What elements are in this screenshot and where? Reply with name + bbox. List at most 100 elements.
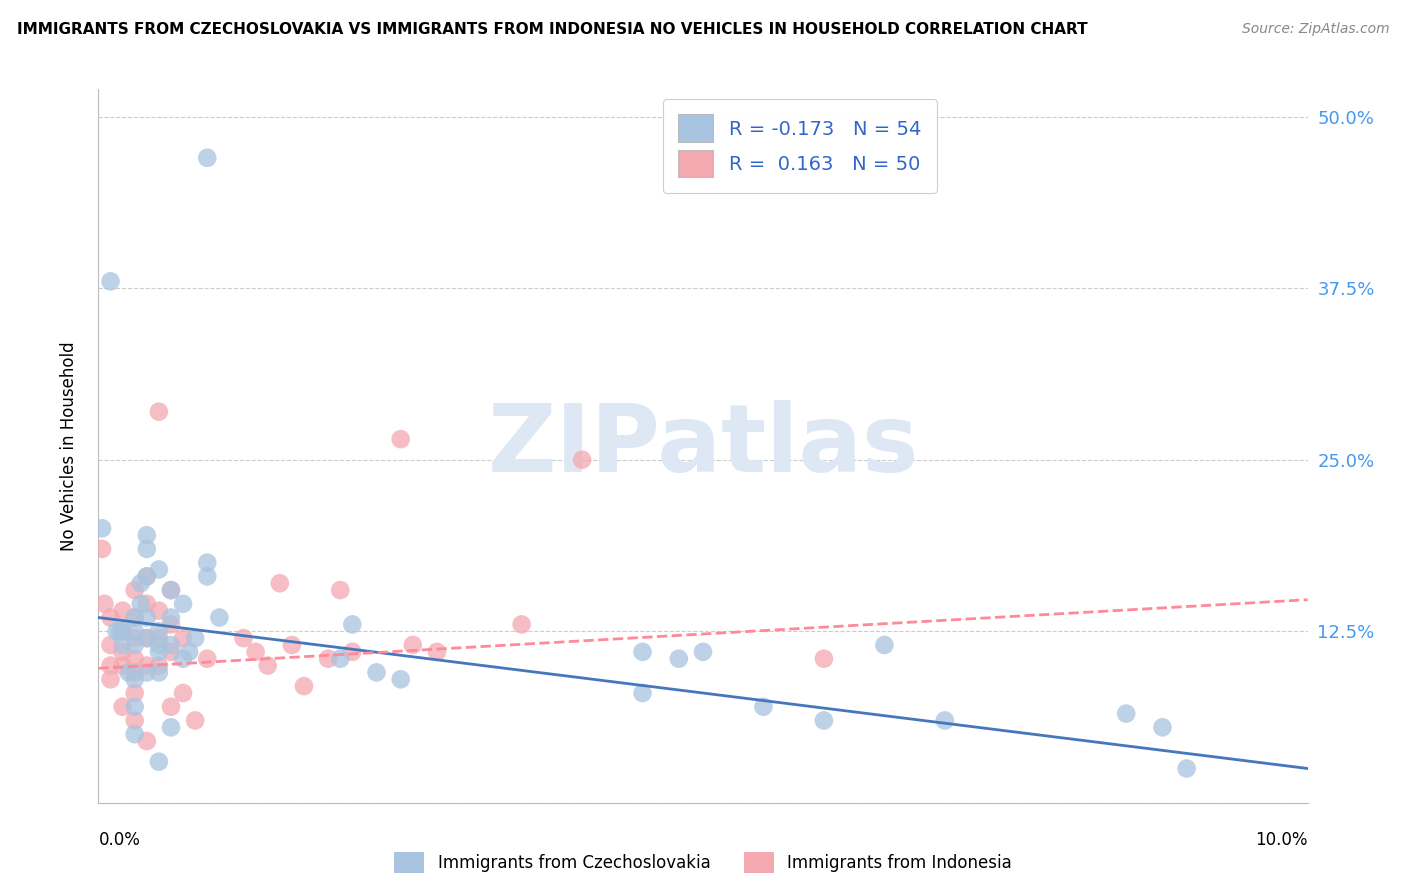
Point — [135, 658, 157, 673]
Point — [184, 714, 207, 728]
Point — [111, 658, 134, 673]
Point — [160, 645, 183, 659]
Text: Source: ZipAtlas.com: Source: ZipAtlas.com — [1241, 22, 1389, 37]
Point — [124, 686, 146, 700]
Point — [631, 645, 654, 659]
Point — [124, 651, 146, 665]
Point — [668, 651, 690, 665]
Point — [118, 665, 141, 680]
Point — [100, 274, 122, 288]
Point — [342, 617, 364, 632]
Point — [160, 617, 183, 632]
Point — [160, 610, 183, 624]
Point — [692, 645, 714, 659]
Text: ZIPatlas: ZIPatlas — [488, 400, 918, 492]
Point — [93, 597, 115, 611]
Point — [124, 624, 146, 639]
Point — [111, 645, 134, 659]
Point — [934, 714, 956, 728]
Point — [208, 610, 231, 624]
Point — [160, 699, 183, 714]
Point — [111, 624, 134, 639]
Point — [813, 714, 835, 728]
Point — [873, 638, 896, 652]
Point — [269, 576, 291, 591]
Point — [245, 645, 267, 659]
Text: 0.0%: 0.0% — [98, 831, 141, 849]
Point — [100, 658, 122, 673]
Point — [510, 617, 533, 632]
Point — [105, 624, 128, 639]
Point — [124, 631, 146, 645]
Point — [172, 651, 194, 665]
Point — [571, 452, 593, 467]
Point — [1175, 762, 1198, 776]
Point — [135, 528, 157, 542]
Point — [148, 405, 170, 419]
Point — [195, 556, 218, 570]
Point — [100, 610, 122, 624]
Point — [281, 638, 304, 652]
Point — [1115, 706, 1137, 721]
Point — [135, 610, 157, 624]
Point — [124, 610, 146, 624]
Point — [172, 631, 194, 645]
Point — [366, 665, 388, 680]
Point — [148, 631, 170, 645]
Point — [342, 645, 364, 659]
Point — [292, 679, 315, 693]
Point — [195, 151, 218, 165]
Point — [135, 631, 157, 645]
Point — [135, 734, 157, 748]
Point — [135, 569, 157, 583]
Y-axis label: No Vehicles in Household: No Vehicles in Household — [59, 341, 77, 551]
Text: IMMIGRANTS FROM CZECHOSLOVAKIA VS IMMIGRANTS FROM INDONESIA NO VEHICLES IN HOUSE: IMMIGRANTS FROM CZECHOSLOVAKIA VS IMMIGR… — [17, 22, 1087, 37]
Point — [124, 699, 146, 714]
Point — [195, 569, 218, 583]
Point — [124, 583, 146, 598]
Point — [91, 541, 114, 556]
Text: 10.0%: 10.0% — [1256, 831, 1308, 849]
Point — [100, 673, 122, 687]
Point — [389, 673, 412, 687]
Point — [389, 432, 412, 446]
Legend: Immigrants from Czechoslovakia, Immigrants from Indonesia: Immigrants from Czechoslovakia, Immigran… — [388, 846, 1018, 880]
Point — [100, 638, 122, 652]
Point — [111, 638, 134, 652]
Point — [108, 624, 131, 639]
Point — [129, 576, 152, 591]
Point — [172, 686, 194, 700]
Point — [124, 638, 146, 652]
Point — [402, 638, 425, 652]
Point — [135, 665, 157, 680]
Point — [752, 699, 775, 714]
Point — [184, 631, 207, 645]
Point — [1152, 720, 1174, 734]
Point — [160, 583, 183, 598]
Point — [316, 651, 339, 665]
Point — [148, 604, 170, 618]
Point — [148, 624, 170, 639]
Point — [111, 699, 134, 714]
Point — [111, 604, 134, 618]
Point — [232, 631, 254, 645]
Point — [135, 541, 157, 556]
Point — [160, 583, 183, 598]
Point — [631, 686, 654, 700]
Point — [329, 583, 352, 598]
Point — [148, 638, 170, 652]
Point — [329, 651, 352, 665]
Point — [148, 645, 170, 659]
Point — [135, 631, 157, 645]
Point — [135, 569, 157, 583]
Point — [124, 610, 146, 624]
Point — [148, 665, 170, 680]
Point — [111, 624, 134, 639]
Legend: R = -0.173   N = 54, R =  0.163   N = 50: R = -0.173 N = 54, R = 0.163 N = 50 — [662, 99, 936, 193]
Point — [124, 714, 146, 728]
Point — [813, 651, 835, 665]
Point — [426, 645, 449, 659]
Point — [256, 658, 278, 673]
Point — [172, 597, 194, 611]
Point — [129, 597, 152, 611]
